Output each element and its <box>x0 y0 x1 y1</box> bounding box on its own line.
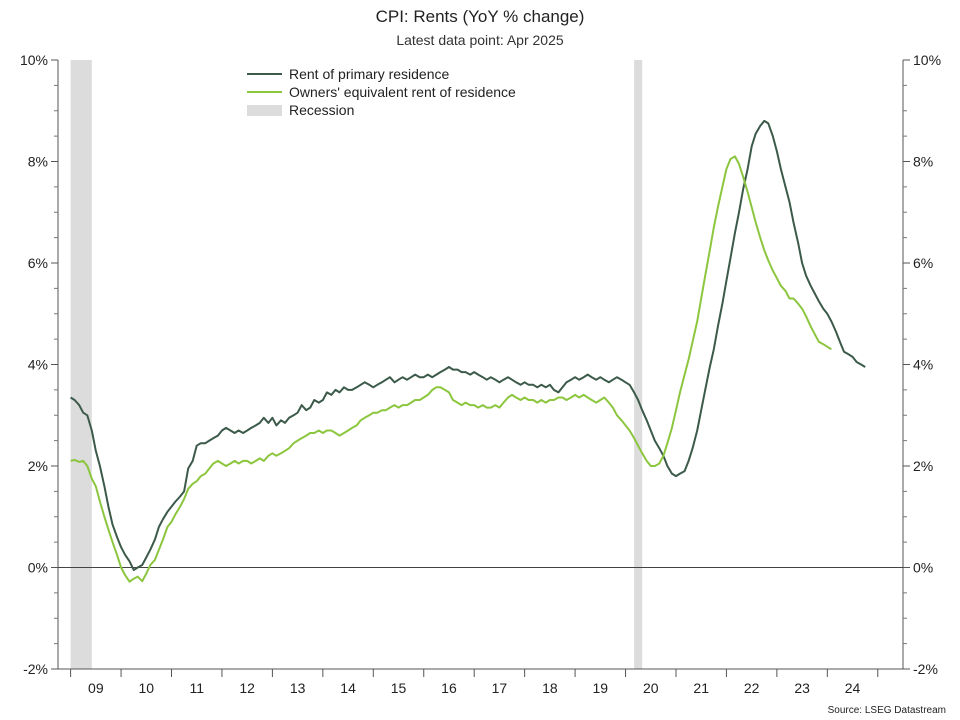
x-tick-label: 22 <box>744 680 760 696</box>
legend-label-recession: Recession <box>289 102 354 118</box>
x-tick-label: 19 <box>593 680 609 696</box>
x-tick-label: 20 <box>643 680 659 696</box>
chart-subtitle: Latest data point: Apr 2025 <box>396 32 564 48</box>
legend-label-rent-primary: Rent of primary residence <box>289 66 450 82</box>
series-line-oer <box>70 155 832 583</box>
x-tick-label: 17 <box>492 680 508 696</box>
y-tick-label-left: 8% <box>28 154 48 170</box>
y-tick-label-right: 8% <box>913 154 933 170</box>
y-tick-label-left: 4% <box>28 357 48 373</box>
y-tick-label-right: 0% <box>913 560 933 576</box>
y-tick-label-right: 6% <box>913 255 933 271</box>
y-tick-label-left: 2% <box>28 458 48 474</box>
legend: Rent of primary residence Owners' equiva… <box>247 66 516 118</box>
x-tick-label: 12 <box>239 680 255 696</box>
legend-label-oer: Owners' equivalent rent of residence <box>289 84 516 100</box>
y-tick-label-left: 10% <box>20 52 48 68</box>
x-tick-label: 15 <box>391 680 407 696</box>
y-tick-label-left: 6% <box>28 255 48 271</box>
series-line-rent-primary <box>70 119 866 571</box>
series-lines <box>70 119 866 583</box>
x-tick-label: 21 <box>693 680 709 696</box>
x-tick-label: 10 <box>138 680 154 696</box>
recession-band-2 <box>634 60 643 669</box>
x-tick-label: 18 <box>542 680 558 696</box>
x-tick-label: 14 <box>340 680 356 696</box>
chart-source: Source: LSEG Datastream <box>828 705 946 716</box>
recession-bands <box>70 60 643 669</box>
chart-title: CPI: Rents (YoY % change) <box>376 7 585 26</box>
x-tick-label: 24 <box>845 680 861 696</box>
y-tick-label-left: -2% <box>23 661 48 677</box>
y-tick-label-right: 10% <box>913 52 941 68</box>
y-tick-label-right: 2% <box>913 458 933 474</box>
legend-swatch-recession <box>247 105 282 116</box>
x-tick-label: 13 <box>290 680 306 696</box>
x-tick-label: 16 <box>441 680 457 696</box>
y-tick-label-left: 0% <box>28 560 48 576</box>
axes: -2% -2% 0% 0% 2% 2% 4% 4% 6% 6% 8% 8% 10% 10% 09 10 11 12… <box>20 52 941 696</box>
recession-band-1 <box>70 60 92 669</box>
x-tick-label: 23 <box>794 680 810 696</box>
x-tick-label: 09 <box>88 680 104 696</box>
x-tick-label: 11 <box>189 680 204 696</box>
y-tick-label-right: 4% <box>913 357 933 373</box>
y-tick-label-right: -2% <box>913 661 938 677</box>
